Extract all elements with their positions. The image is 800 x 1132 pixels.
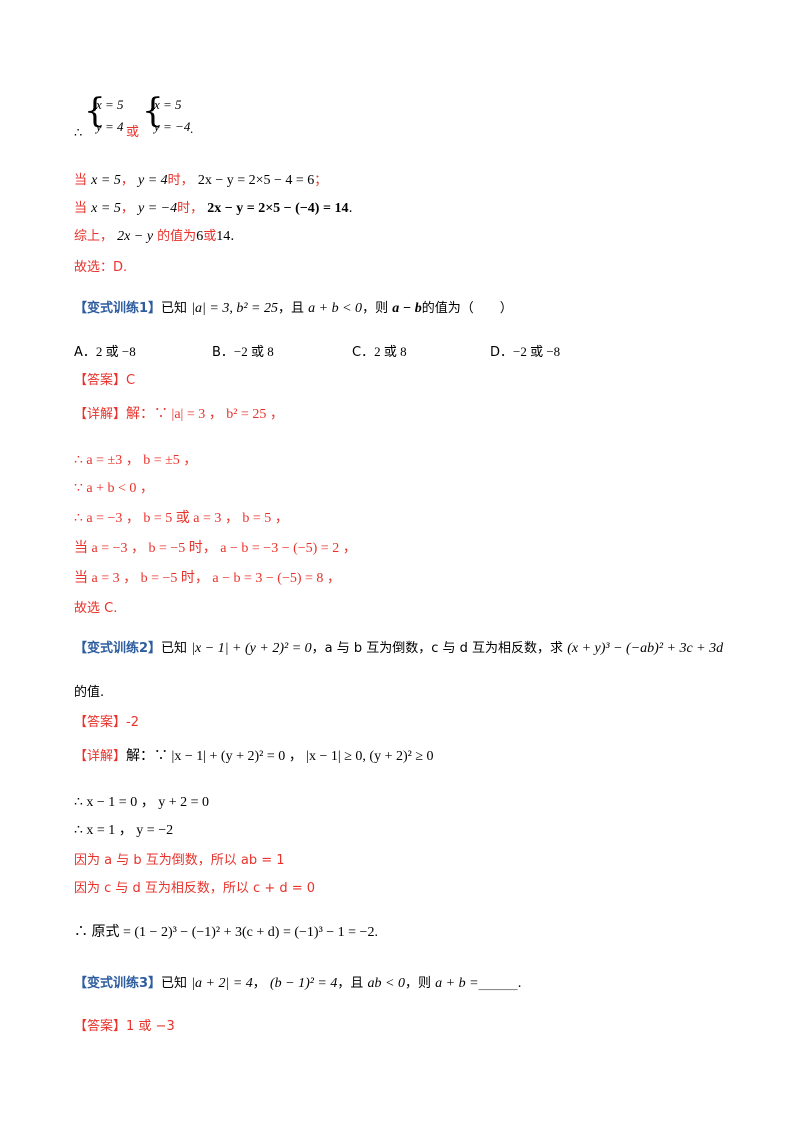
variant-1-detail-6: 当 a = 3 ， b = −5 时， a − b = 3 − (−5) = 8… <box>74 571 341 586</box>
variant-1-detail-2: ∴ a = ±3 ， b = ±5 ， <box>74 453 198 468</box>
variant-2-detail-2: ∴ x − 1 = 0 ， y + 2 = 0 <box>74 795 209 810</box>
variant-2-answer: 【答案】-2 <box>74 715 139 730</box>
variant-2-detail-6: ∴ 原式 = (1 − 2)³ − (−1)² + 3(c + d) = (−1… <box>74 925 378 940</box>
option-a: A．2 或 −8 <box>74 344 136 360</box>
variant-2-question: 【变式训练2】已知 |x − 1| + (y + 2)² = 0，a 与 b 互… <box>74 641 724 656</box>
system-a-row2: y = 4 <box>96 119 124 134</box>
system-b-row2: y = −4 <box>154 119 191 134</box>
variant-1-detail-1: 【详解】解：∵ |a| = 3 ， b² = 25 ， <box>74 407 284 422</box>
variant-1-detail-5: 当 a = −3 ， b = −5 时， a − b = −3 − (−5) =… <box>74 541 357 556</box>
answer-blank[interactable]: ______ <box>478 976 518 991</box>
variant-2-question-end: 的值. <box>74 685 105 700</box>
variant-1-answer: 【答案】C <box>74 373 136 388</box>
variant-1-detail-3: ∵ a + b < 0 ， <box>74 481 154 496</box>
therefore-symbol: ∴ <box>74 125 83 140</box>
variant-1-choice: 故选 C. <box>74 601 118 616</box>
solution-conclusion: 综上， 2x − y 的值为6或14. <box>74 229 235 244</box>
solution-line-1: 当 x = 5， y = 4时， 2x − y = 2×5 − 4 = 6； <box>74 173 328 188</box>
option-b: B．−2 或 8 <box>212 344 274 360</box>
brace-icon: { <box>142 91 164 131</box>
variant-3-question: 【变式训练3】已知 |a + 2| = 4， (b − 1)² = 4，且 ab… <box>74 976 522 991</box>
variant-2-tag: 【变式训练2】 <box>74 641 162 656</box>
option-d: D．−2 或 −8 <box>490 344 561 360</box>
variant-3-tag: 【变式训练3】 <box>74 976 162 991</box>
or-label: 或 <box>126 125 140 140</box>
period: . <box>190 121 194 136</box>
brace-icon: { <box>84 91 106 131</box>
solution-line-2: 当 x = 5， y = −4时， 2x − y = 2×5 − (−4) = … <box>74 201 353 216</box>
system-a-row1: x = 5 <box>96 97 124 112</box>
variant-1-tag: 【变式训练1】 <box>74 301 162 316</box>
variant-1-detail-4: ∴ a = −3 ， b = 5 或 a = 3 ， b = 5 ， <box>74 511 289 526</box>
variant-2-detail-4: 因为 a 与 b 互为倒数，所以 ab = 1 <box>74 853 285 868</box>
variant-2-detail-3: ∴ x = 1 ， y = −2 <box>74 823 174 838</box>
variant-1-question: 【变式训练1】已知 |a| = 3, b² = 25，且 a + b < 0，则… <box>74 301 513 316</box>
variant-2-detail-1: 【详解】解：∵ |x − 1| + (y + 2)² = 0 ， |x − 1|… <box>74 749 434 764</box>
option-c: C．2 或 8 <box>352 344 407 360</box>
variant-2-detail-5: 因为 c 与 d 互为相反数，所以 c + d = 0 <box>74 881 316 896</box>
variant-3-answer: 【答案】1 或 −3 <box>74 1019 175 1034</box>
solution-choice: 故选：D. <box>74 260 128 275</box>
system-b-row1: x = 5 <box>154 97 182 112</box>
